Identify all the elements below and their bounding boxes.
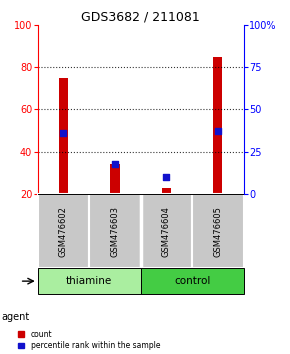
Text: GSM476603: GSM476603	[110, 206, 119, 257]
Point	[113, 161, 117, 167]
Bar	[141, 194, 192, 268]
Bar	[110, 164, 119, 194]
Text: GSM476602: GSM476602	[59, 206, 68, 257]
Text: thiamine: thiamine	[66, 276, 112, 286]
Text: agent: agent	[1, 312, 30, 322]
Text: control: control	[174, 276, 210, 286]
Bar	[59, 78, 68, 194]
Bar	[38, 194, 89, 268]
Title: GDS3682 / 211081: GDS3682 / 211081	[81, 11, 200, 24]
Bar	[38, 268, 141, 294]
Bar	[141, 268, 244, 294]
Bar	[213, 57, 222, 194]
Text: GSM476605: GSM476605	[213, 206, 222, 257]
Legend: count, percentile rank within the sample: count, percentile rank within the sample	[18, 330, 160, 350]
Point	[61, 130, 66, 136]
Point	[164, 174, 169, 180]
Point	[215, 128, 220, 133]
Bar	[89, 194, 141, 268]
Bar	[192, 194, 244, 268]
Text: GSM476604: GSM476604	[162, 206, 171, 257]
Bar	[162, 188, 171, 194]
